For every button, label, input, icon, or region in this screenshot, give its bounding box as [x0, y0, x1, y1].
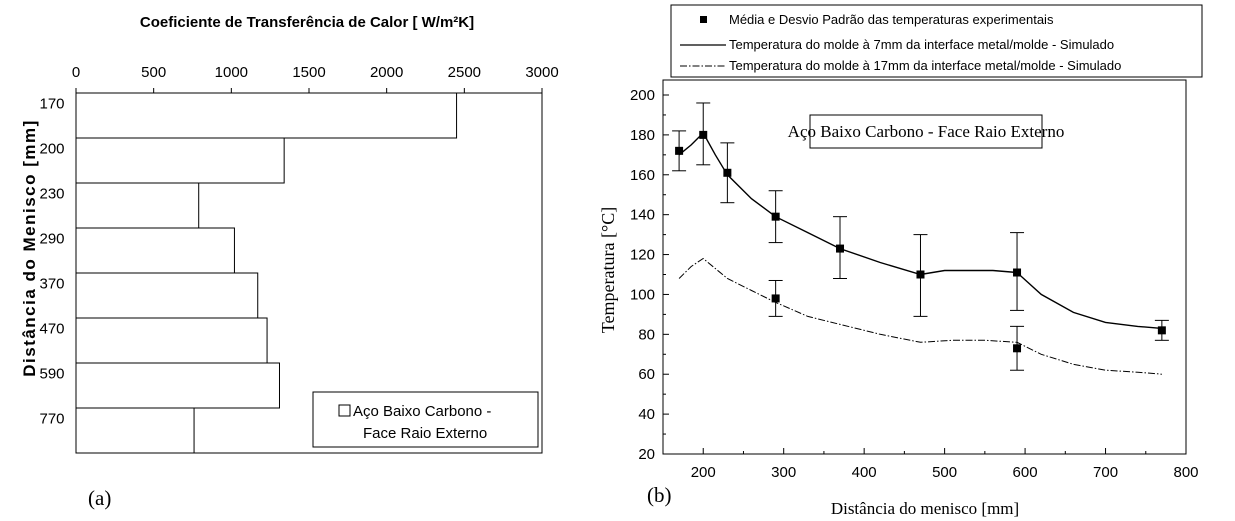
chart-b-y-tick-label: 100 [630, 286, 655, 303]
chart-b: 200 300 400 500 600 700 800 20 40 60 80 100 120 140 16… [598, 4, 1203, 518]
chart-a-x-tick-label: 500 [141, 64, 166, 81]
chart-b-annotation-box [809, 114, 1043, 149]
chart-a-legend-line-1: Aço Baixo Carbono - [353, 403, 491, 420]
chart-a-bar [75, 317, 268, 364]
chart-a-bar [75, 137, 285, 184]
chart-a-bar [75, 182, 200, 229]
chart-a-category-labels: 170 200 230 290 370 470 590 770 [39, 96, 64, 428]
chart-b-legend-label-7mm: Temperatura do molde à 7mm da interface … [729, 37, 1114, 52]
chart-a-x-tick-label: 1000 [215, 64, 248, 81]
chart-a-legend-box [312, 391, 539, 448]
chart-a-panel-label: (a) [88, 486, 111, 510]
chart-b-y-tick-label: 140 [630, 207, 655, 224]
chart-b-y-tick-label: 160 [630, 167, 655, 184]
chart-a-legend-line-2: Face Raio Externo [363, 425, 487, 442]
chart-b-annotation: Aço Baixo Carbono - Face Raio Externo [788, 114, 1065, 149]
chart-b-series-7mm-line [678, 131, 1162, 330]
chart-b-data-point [699, 130, 708, 139]
chart-a-category-label: 590 [39, 366, 64, 383]
chart-b-legend: Média e Desvio Padrão das temperaturas e… [670, 4, 1203, 78]
chart-a-x-tick-label: 0 [72, 64, 80, 81]
chart-a-x-tick-label: 2500 [448, 64, 481, 81]
chart-b-x-tick-label: 200 [691, 464, 716, 481]
chart-a-category-label: 290 [39, 231, 64, 248]
chart-b-x-tick-label: 800 [1173, 464, 1198, 481]
chart-a-category-label: 230 [39, 186, 64, 203]
chart-b-plot-frame [662, 79, 1187, 455]
chart-a-x-tick-label: 2000 [370, 64, 403, 81]
chart-b-data-point [723, 168, 732, 177]
chart-b-data-point [771, 212, 780, 221]
chart-a-bars [75, 92, 458, 454]
chart-b-data-point [675, 146, 684, 155]
chart-b-x-tick-label: 700 [1093, 464, 1118, 481]
chart-b-panel-label: (b) [647, 483, 672, 507]
chart-a-x-ticks: 0 500 1000 1500 2000 2500 3000 [72, 64, 559, 93]
chart-a-legend: Aço Baixo Carbono - Face Raio Externo [312, 391, 539, 448]
chart-b-y-tick-label: 200 [630, 87, 655, 104]
chart-a-bar [75, 227, 235, 274]
chart-b-experimental-points [672, 102, 1169, 371]
chart-a-bar [75, 407, 195, 454]
chart-b-data-point [1013, 268, 1022, 277]
chart-b-axes: 200 300 400 500 600 700 800 20 40 60 80 100 120 140 16… [630, 87, 1199, 481]
chart-b-legend-box [670, 4, 1203, 78]
chart-b-x-tick-label: 500 [932, 464, 957, 481]
chart-a-category-label: 470 [39, 321, 64, 338]
chart-b-y-axis-label: Temperatura [°C] [598, 207, 618, 333]
chart-a-category-label: 200 [39, 141, 64, 158]
chart-b-y-tick-label: 120 [630, 247, 655, 264]
chart-b-x-tick-label: 600 [1013, 464, 1038, 481]
chart-b-y-tick-label: 40 [638, 406, 655, 423]
chart-a-plot-frame [75, 92, 543, 454]
chart-b-annotation-text: Aço Baixo Carbono - Face Raio Externo [788, 122, 1065, 141]
chart-b-y-tick-label: 80 [638, 326, 655, 343]
chart-b-y-tick-label: 180 [630, 127, 655, 144]
chart-b-y-tick-label: 60 [638, 366, 655, 383]
chart-b-data-point [916, 270, 925, 279]
chart-a-category-label: 770 [39, 411, 64, 428]
chart-b-data-point [1013, 344, 1022, 353]
chart-b-data-point [1157, 326, 1166, 335]
chart-a-x-tick-label: 3000 [525, 64, 558, 81]
chart-b-legend-label-17mm: Temperatura do molde à 17mm da interface… [729, 58, 1121, 73]
chart-a-legend-swatch [338, 404, 351, 417]
chart-a-bar [75, 92, 458, 139]
chart-b-data-point [836, 244, 845, 253]
chart-a-category-label: 370 [39, 276, 64, 293]
chart-a-category-label: 170 [39, 96, 64, 113]
chart-b-x-axis-label: Distância do menisco [mm] [831, 499, 1019, 518]
chart-a: Coeficiente de Transferência de Calor [ … [20, 14, 559, 510]
chart-b-series-17mm-line [678, 257, 1162, 375]
chart-a-y-axis-label: Distância do Menisco [mm] [20, 119, 39, 377]
chart-a-bar [75, 362, 280, 409]
chart-a-x-tick-label: 1500 [292, 64, 325, 81]
chart-b-legend-label-experimental: Média e Desvio Padrão das temperaturas e… [729, 12, 1054, 27]
chart-b-x-tick-label: 300 [771, 464, 796, 481]
chart-a-bar [75, 272, 259, 319]
chart-a-title: Coeficiente de Transferência de Calor [ … [140, 14, 474, 31]
chart-b-data-point [771, 294, 780, 303]
chart-b-y-tick-label: 20 [638, 446, 655, 463]
chart-b-x-tick-label: 400 [852, 464, 877, 481]
chart-b-legend-marker-experimental [700, 16, 707, 23]
